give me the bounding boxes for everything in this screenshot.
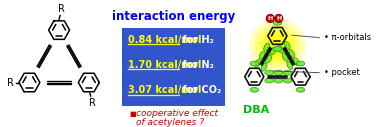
- Ellipse shape: [282, 53, 288, 61]
- Ellipse shape: [296, 87, 305, 92]
- Text: interaction energy: interaction energy: [112, 10, 235, 23]
- Ellipse shape: [284, 41, 290, 49]
- Text: R: R: [7, 77, 14, 88]
- Ellipse shape: [265, 70, 273, 75]
- Ellipse shape: [277, 45, 284, 53]
- Ellipse shape: [273, 20, 282, 25]
- Ellipse shape: [254, 24, 300, 67]
- FancyBboxPatch shape: [122, 28, 225, 106]
- Text: R: R: [57, 4, 64, 14]
- Ellipse shape: [254, 59, 260, 67]
- Ellipse shape: [273, 47, 282, 51]
- Text: H: H: [276, 16, 282, 21]
- Ellipse shape: [249, 19, 306, 72]
- Text: for H₂: for H₂: [180, 35, 214, 45]
- Ellipse shape: [250, 61, 259, 66]
- Text: for N₂: for N₂: [180, 60, 214, 70]
- Ellipse shape: [287, 62, 293, 69]
- Ellipse shape: [283, 70, 292, 75]
- Text: R: R: [89, 98, 96, 108]
- Text: • pocket: • pocket: [324, 68, 360, 77]
- Text: • π-orbitals: • π-orbitals: [324, 33, 371, 42]
- Ellipse shape: [265, 34, 289, 57]
- Ellipse shape: [259, 51, 265, 59]
- Ellipse shape: [270, 47, 276, 55]
- Text: H: H: [268, 16, 273, 21]
- Ellipse shape: [274, 70, 283, 75]
- Ellipse shape: [274, 78, 283, 83]
- Text: 0.84 kcal/mol: 0.84 kcal/mol: [128, 35, 201, 45]
- Circle shape: [266, 14, 274, 23]
- Ellipse shape: [266, 55, 272, 63]
- Ellipse shape: [289, 50, 295, 58]
- Ellipse shape: [283, 78, 292, 83]
- Text: for CO₂: for CO₂: [180, 85, 222, 95]
- Ellipse shape: [260, 29, 294, 62]
- Text: cooperative effect: cooperative effect: [136, 109, 218, 118]
- Ellipse shape: [264, 43, 270, 51]
- Text: 1.70 kcal/mol: 1.70 kcal/mol: [128, 60, 201, 70]
- Circle shape: [275, 14, 283, 23]
- Text: 3.07 kcal/mol: 3.07 kcal/mol: [128, 85, 201, 95]
- Text: of acetylenes ?: of acetylenes ?: [136, 118, 204, 127]
- Ellipse shape: [250, 87, 259, 92]
- Ellipse shape: [265, 78, 273, 83]
- Ellipse shape: [261, 63, 267, 71]
- Text: DBA: DBA: [243, 105, 270, 115]
- Ellipse shape: [293, 58, 299, 66]
- Text: ■: ■: [130, 111, 136, 117]
- Ellipse shape: [296, 61, 305, 66]
